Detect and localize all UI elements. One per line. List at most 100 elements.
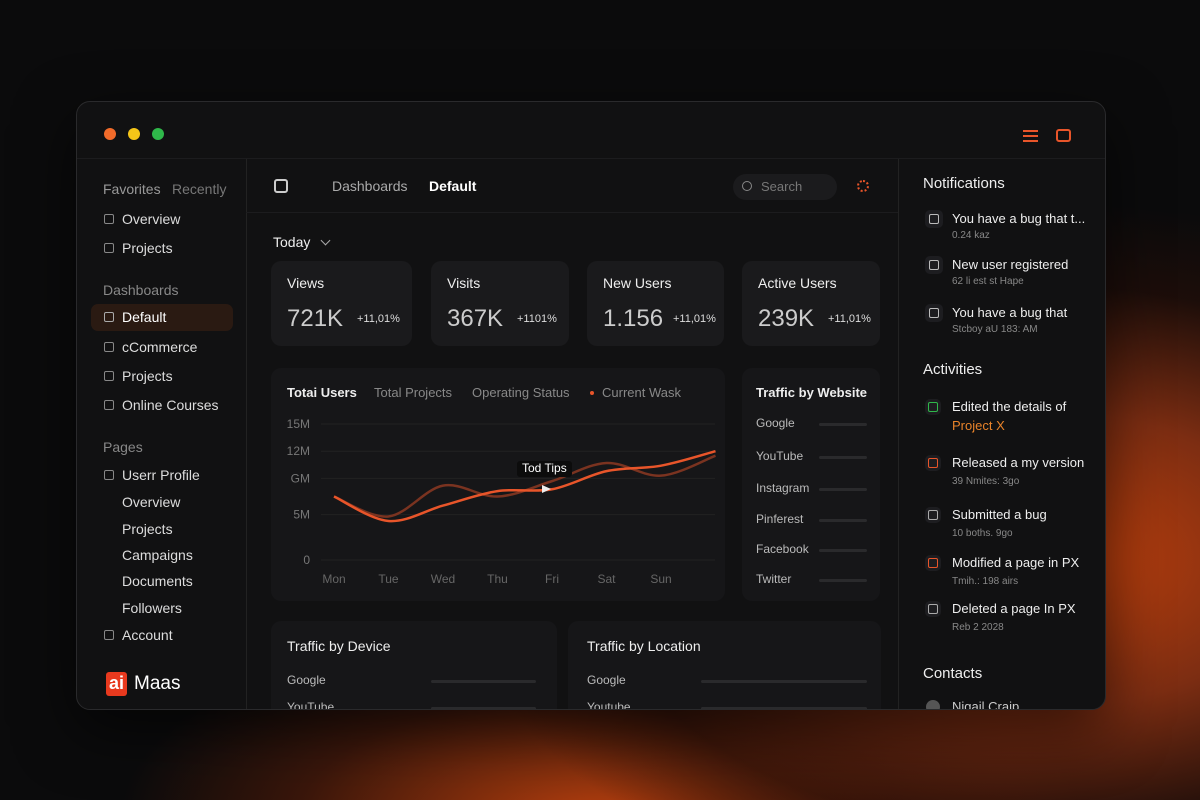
notification-time: Stcboy aU 183: AM: [952, 323, 1038, 335]
icon: [928, 558, 938, 568]
breadcrumb-sep: Default: [429, 177, 477, 194]
activity-time: 39 Nmites: 3go: [952, 475, 1020, 487]
icon: [104, 470, 114, 480]
nav-item[interactable]: cCommerce: [122, 338, 198, 355]
window-control[interactable]: [128, 128, 140, 140]
nav-item[interactable]: Projects: [122, 520, 173, 537]
stat-card: [431, 261, 569, 346]
stat-change: +1101%: [517, 312, 557, 325]
activity-text[interactable]: Modified a page in PX: [952, 554, 1080, 570]
contact-name[interactable]: Nigail Craip: [952, 698, 1020, 710]
chart-tab[interactable]: Total Projects: [374, 384, 453, 400]
panel-title: Activities: [923, 361, 983, 379]
sidebar-tab[interactable]: Recently: [172, 180, 227, 197]
stat-card: [587, 261, 724, 346]
divider: [898, 159, 899, 709]
stat-value: 721K: [287, 305, 344, 333]
traffic-label: Google: [587, 673, 626, 688]
icon: [928, 510, 938, 520]
traffic-track: [701, 707, 867, 709]
breadcrumb[interactable]: Dashboards: [332, 177, 408, 194]
chevron: [320, 235, 331, 246]
traffic-track: [431, 707, 536, 709]
website-card: [742, 368, 880, 601]
stat-value: 1.156: [603, 305, 664, 333]
period-select[interactable]: Today: [273, 233, 311, 250]
legend-dot: [590, 391, 594, 395]
stat-label: Views: [287, 274, 325, 291]
icon: [104, 312, 114, 322]
activity-link[interactable]: Project X: [952, 417, 1005, 433]
site-track: [819, 488, 867, 491]
notification-time: 0.24 kaz: [952, 229, 990, 241]
icon: [104, 342, 114, 352]
logo-badge: ai: [106, 672, 128, 696]
nav-item[interactable]: Account: [122, 626, 173, 643]
panel-title: Notifications: [923, 175, 1005, 193]
divider: [77, 158, 1105, 159]
notification-text[interactable]: You have a bug that: [952, 304, 1068, 320]
nav-item[interactable]: Overview: [122, 493, 181, 510]
site-label: Instagram: [756, 481, 810, 496]
traffic-label: YouTube: [287, 700, 335, 710]
site-track: [819, 549, 867, 552]
nav-item[interactable]: Projects: [122, 239, 173, 256]
site-label: YouTube: [756, 449, 804, 464]
traffic-label: Google: [287, 673, 326, 688]
section-heading: Dashboards: [103, 281, 179, 298]
stat-change: +11,01%: [357, 312, 400, 325]
menu-icon-mid: [1023, 135, 1038, 137]
chart-tooltip: Tod Tips: [517, 461, 572, 477]
card-title: Traffic by Website: [756, 384, 868, 400]
sidebar-tab[interactable]: Favorites: [103, 180, 161, 197]
traffic-track: [701, 680, 867, 683]
menu-icon[interactable]: [1023, 130, 1038, 142]
stat-change: +11,01%: [828, 312, 871, 325]
stat-label: New Users: [603, 274, 672, 291]
activity-text[interactable]: Submitted a bug: [952, 506, 1047, 522]
card-title: Traffic by Location: [587, 637, 701, 654]
card-title: Traffic by Device: [287, 637, 391, 654]
icon: [104, 630, 114, 640]
icon: [928, 402, 938, 412]
notification-text[interactable]: You have a bug that t...: [952, 210, 1086, 226]
icon: [929, 214, 939, 224]
site-track: [819, 579, 867, 582]
stat-value: 239K: [758, 305, 815, 333]
site-track: [819, 423, 867, 426]
stat-card: [742, 261, 880, 346]
chart-tab[interactable]: Totai Users: [287, 384, 357, 400]
sidebar-toggle[interactable]: [274, 179, 288, 193]
notification-time: 62 li est st Hape: [952, 275, 1024, 287]
divider: [246, 159, 247, 709]
window-control[interactable]: [152, 128, 164, 140]
chart-tab[interactable]: Operating Status: [472, 384, 570, 400]
divider: [246, 212, 898, 213]
nav-item[interactable]: Userr Profile: [122, 466, 200, 483]
theme-icon[interactable]: [857, 180, 869, 192]
site-track: [819, 456, 867, 459]
chart-tab[interactable]: Current Wask: [602, 384, 681, 400]
nav-item[interactable]: Documents: [122, 572, 193, 589]
window-control[interactable]: [104, 128, 116, 140]
nav-item[interactable]: Overview: [122, 210, 181, 227]
stat-card: [271, 261, 412, 346]
nav-item[interactable]: Projects: [122, 367, 173, 384]
icon: [104, 243, 114, 253]
activity-text[interactable]: Deleted a page In PX: [952, 600, 1076, 616]
site-label: Google: [756, 416, 795, 431]
icon: [929, 260, 939, 270]
activity-text[interactable]: Edited the details of: [952, 398, 1067, 414]
traffic-track: [431, 680, 536, 683]
search-placeholder: Search: [761, 178, 803, 194]
notification-text[interactable]: New user registered: [952, 256, 1069, 272]
site-label: Facebook: [756, 542, 809, 557]
nav-item[interactable]: Default: [122, 308, 167, 325]
panel-icon[interactable]: [1056, 129, 1071, 142]
stat-label: Visits: [447, 274, 481, 291]
activity-text[interactable]: Released a my version: [952, 454, 1085, 470]
nav-item[interactable]: Online Courses: [122, 396, 219, 413]
nav-item[interactable]: Campaigns: [122, 546, 193, 563]
nav-item[interactable]: Followers: [122, 599, 182, 616]
